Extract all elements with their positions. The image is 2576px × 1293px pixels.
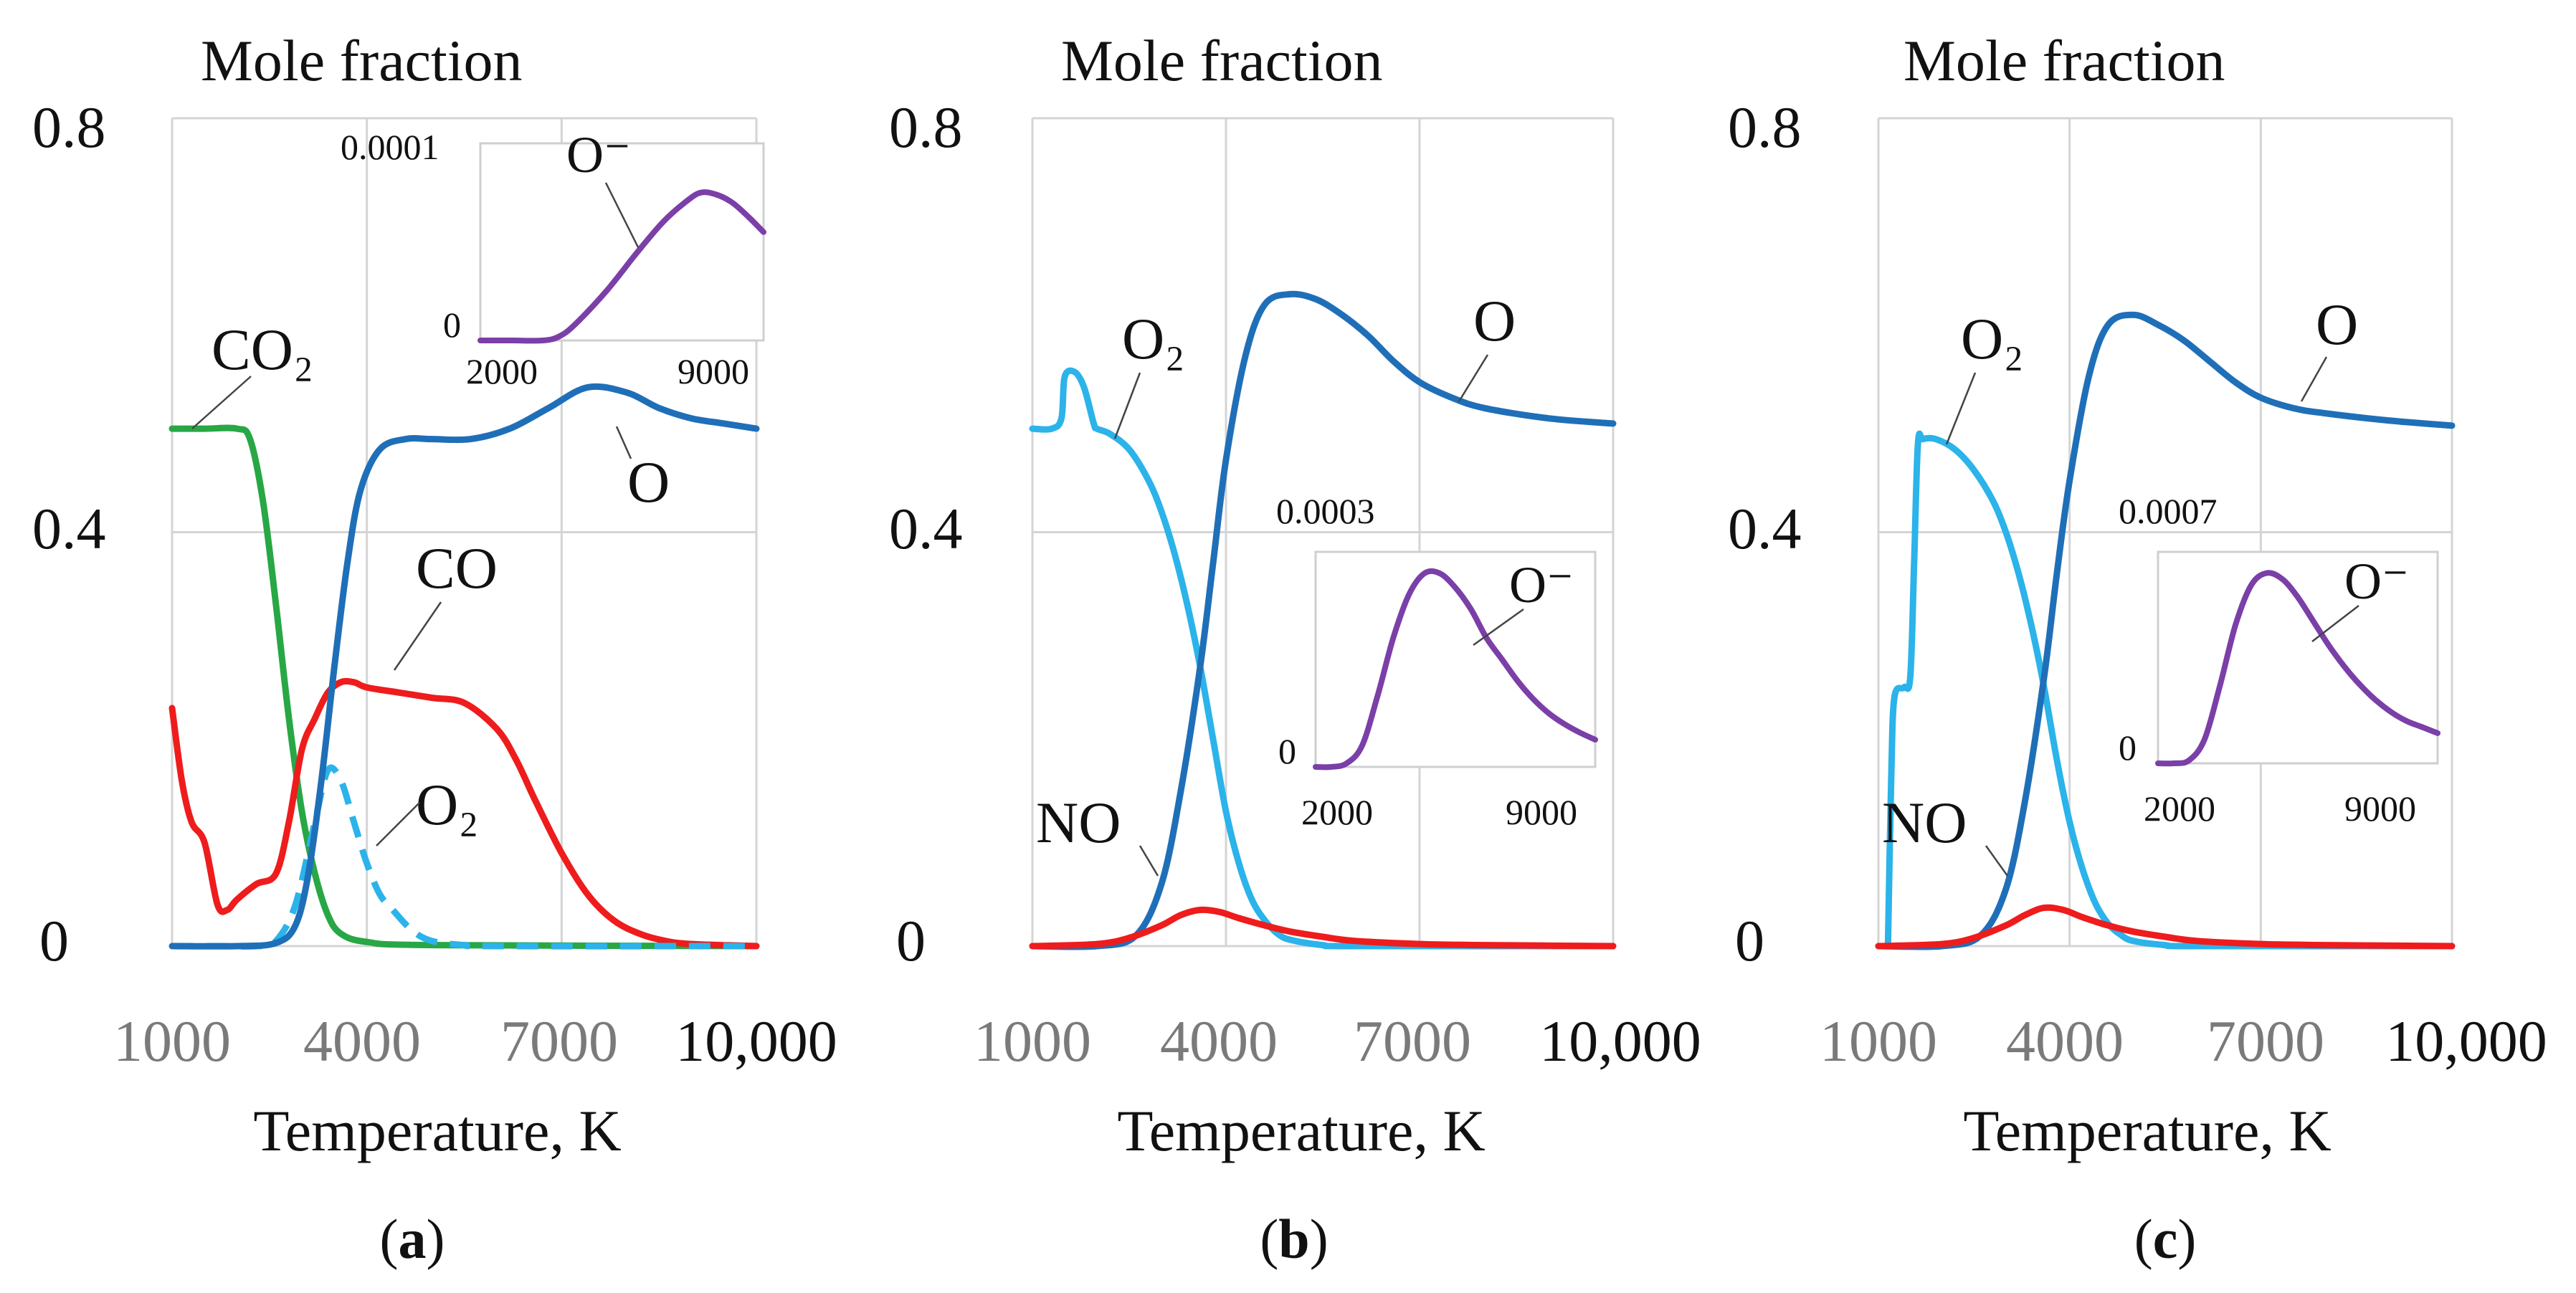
- panel-a-plot: [168, 117, 766, 950]
- panel-a-xtick-1000: 1000: [113, 1008, 231, 1074]
- panel-b-leader-o: [1458, 354, 1489, 402]
- panel-b-inset-ytick-0.0003: 0.0003: [1276, 491, 1375, 531]
- panel-c-annot-no: NO: [1882, 790, 1967, 855]
- panel-b-inset-leader: [1473, 608, 1524, 646]
- panel-a-inset-annot-o-minus: O⁻: [566, 126, 631, 183]
- panel-c-xtick-4000: 4000: [2006, 1008, 2124, 1074]
- panel-c-ytick-0.4: 0.4: [1728, 496, 1802, 561]
- panel-c-inset-annot-o-minus: O⁻: [2344, 553, 2409, 610]
- panel-b-series-no: [1029, 906, 1617, 950]
- panel-b-series-o2: [1029, 367, 1617, 950]
- panel-c-inset: [2155, 550, 2440, 767]
- panel-c: Mole fraction 0.8 0.4 0 1000 4000 7000 1…: [1728, 28, 2547, 1270]
- panel-a-ytick-0: 0: [39, 908, 69, 973]
- panel-b-series-o: [1029, 290, 1617, 950]
- panel-a-ytick-0.8: 0.8: [32, 95, 106, 160]
- panel-c-inset-xtick-2000: 2000: [2144, 788, 2215, 829]
- panel-b-ytick-0: 0: [896, 908, 926, 973]
- panel-a-annot-o: O: [627, 449, 670, 515]
- panel-b-xtick-1000: 1000: [974, 1008, 1091, 1074]
- panel-a-series-o: [168, 383, 760, 950]
- panel-c-inset-leader: [2311, 605, 2359, 642]
- panel-c-series-no: [1875, 904, 2456, 950]
- panel-b-annot-o2: O₂: [1122, 306, 1185, 371]
- panel-b-label: (b): [1260, 1208, 1328, 1270]
- panel-a-inset-xtick-2000: 2000: [466, 351, 538, 391]
- panel-a-label: (a): [380, 1208, 445, 1270]
- panel-c-label-letter: c: [2153, 1208, 2178, 1270]
- panel-c-xtick-10000: 10,000: [2385, 1008, 2547, 1074]
- panel-a: Mole fraction 0.8 0.4 0 1000 4000 7000 1…: [32, 28, 837, 1270]
- panel-c-series-o2: [1884, 430, 2456, 950]
- panel-a-series-co: [168, 677, 760, 950]
- panel-b-inset-series-o-minus: [1313, 568, 1598, 770]
- panel-a-inset-ytick-0.0001: 0.0001: [341, 127, 439, 167]
- panel-a-inset-ytick-0: 0: [443, 305, 461, 345]
- panel-c-leader-o: [2300, 356, 2328, 402]
- panel-a-inset-series-o-minus: [477, 189, 766, 344]
- panel-a-annot-co: CO: [416, 535, 498, 601]
- panel-c-title: Mole fraction: [1904, 28, 2225, 93]
- panel-c-inset-ytick-0: 0: [2119, 727, 2137, 768]
- panel-b: Mole fraction 0.8 0.4 0 1000 4000 7000 1…: [889, 28, 1701, 1270]
- panel-a-annot-o2: O₂: [416, 772, 479, 837]
- panel-a-xtick-4000: 4000: [303, 1008, 421, 1074]
- panel-a-xtick-10000: 10,000: [675, 1008, 837, 1074]
- panel-c-leader-no: [1985, 845, 2009, 877]
- panel-a-leader-o2: [376, 802, 420, 846]
- panel-b-xlabel: Temperature, K: [1117, 1098, 1485, 1163]
- panel-c-inset-frame: [2157, 550, 2439, 765]
- panel-a-annot-co2: CO₂: [212, 317, 314, 382]
- panel-b-inset: [1313, 550, 1598, 770]
- panel-c-plot: [1875, 117, 2456, 950]
- panel-b-plot: [1029, 117, 1617, 950]
- panel-a-xlabel: Temperature, K: [253, 1098, 621, 1163]
- panel-a-label-letter: a: [399, 1208, 427, 1270]
- panel-a-xtick-7000: 7000: [500, 1008, 618, 1074]
- panel-c-ytick-0.8: 0.8: [1728, 95, 1802, 160]
- panel-c-label: (c): [2134, 1208, 2197, 1270]
- panel-c-xtick-1000: 1000: [1820, 1008, 1937, 1074]
- panel-b-title: Mole fraction: [1061, 28, 1383, 93]
- panel-c-xtick-7000: 7000: [2207, 1008, 2324, 1074]
- panel-c-ytick-0: 0: [1735, 908, 1764, 973]
- panel-b-xtick-7000: 7000: [1354, 1008, 1471, 1074]
- panel-b-xtick-4000: 4000: [1160, 1008, 1278, 1074]
- panel-a-leader-co: [393, 601, 442, 671]
- panel-c-annot-o: O: [2316, 292, 2358, 357]
- panel-c-xlabel: Temperature, K: [1963, 1098, 2331, 1163]
- panel-b-xtick-10000: 10,000: [1539, 1008, 1701, 1074]
- panel-c-leader-o2: [1945, 372, 1977, 445]
- panel-a-inset-xtick-9000: 9000: [678, 351, 749, 391]
- panel-b-annot-o: O: [1473, 288, 1516, 353]
- panel-c-inset-series-o-minus: [2155, 570, 2440, 767]
- panel-c-inset-xtick-9000: 9000: [2344, 788, 2416, 829]
- panel-b-annot-no: NO: [1036, 790, 1121, 855]
- panel-b-leader-no: [1139, 845, 1159, 877]
- panel-c-annot-o2: O₂: [1961, 306, 2024, 371]
- panel-b-leader-o2: [1113, 372, 1141, 439]
- panel-c-series-o: [1875, 311, 2456, 950]
- panel-b-inset-xtick-2000: 2000: [1301, 792, 1373, 832]
- panel-a-inset-frame: [479, 142, 765, 342]
- panel-b-inset-xtick-9000: 9000: [1506, 792, 1577, 832]
- panel-b-inset-annot-o-minus: O⁻: [1509, 556, 1574, 614]
- panel-a-inset: [477, 142, 766, 344]
- panel-b-inset-ytick-0: 0: [1278, 731, 1296, 771]
- panel-b-ytick-0.4: 0.4: [889, 496, 963, 561]
- panel-b-label-letter: b: [1278, 1208, 1309, 1270]
- panel-a-series-co2: [168, 424, 760, 950]
- panel-a-leader-co2: [191, 376, 252, 429]
- panel-a-leader-o: [615, 426, 632, 459]
- panel-c-inset-ytick-0.0007: 0.0007: [2119, 491, 2218, 531]
- panel-b-ytick-0.8: 0.8: [889, 95, 963, 160]
- panel-a-title: Mole fraction: [201, 28, 523, 93]
- panel-a-ytick-0.4: 0.4: [32, 496, 106, 561]
- panel-a-inset-leader: [604, 182, 640, 248]
